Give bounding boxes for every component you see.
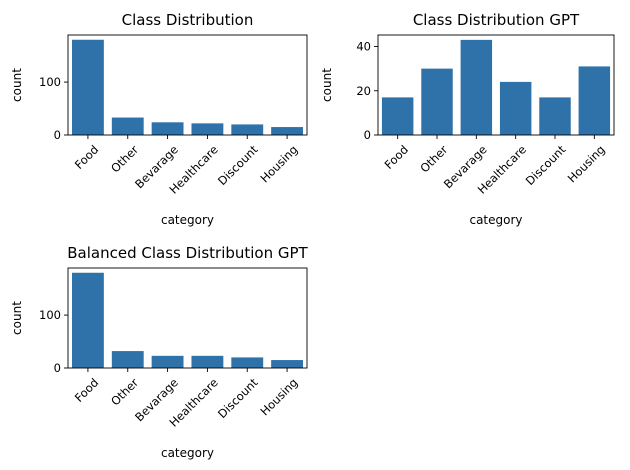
x-tick-label: Food xyxy=(72,142,101,171)
bar-housing xyxy=(578,66,611,135)
x-tick-label: Other xyxy=(108,375,141,408)
x-axis-label: category xyxy=(161,446,214,460)
y-tick-label: 20 xyxy=(356,84,371,98)
y-tick-label: 100 xyxy=(39,308,61,322)
y-tick-label: 40 xyxy=(356,40,371,54)
bar-other xyxy=(111,351,144,368)
bar-discount xyxy=(539,97,571,135)
chart-title: Class Distribution GPT xyxy=(413,11,580,29)
chart-title: Balanced Class Distribution GPT xyxy=(67,244,308,262)
y-tick-label: 0 xyxy=(364,128,371,142)
bar-housing xyxy=(271,127,304,135)
x-tick-label: Food xyxy=(382,142,411,171)
y-tick-label: 100 xyxy=(39,75,61,89)
bar-food xyxy=(381,97,414,135)
x-axis-label: category xyxy=(469,213,522,227)
bar-healthcare xyxy=(191,123,224,135)
bar-food xyxy=(71,39,104,136)
bar-other xyxy=(111,117,144,135)
bar-discount xyxy=(231,124,264,135)
plot-frame xyxy=(377,34,615,136)
x-axis-label: category xyxy=(161,213,214,227)
y-axis-label: count xyxy=(10,301,24,335)
x-tick-label: Discount xyxy=(215,142,261,188)
x-tick-label: Other xyxy=(108,142,141,175)
x-tick-label: Discount xyxy=(215,375,261,421)
x-tick-label: Other xyxy=(417,142,450,175)
x-tick-label: Discount xyxy=(523,142,569,188)
y-tick-label: 0 xyxy=(54,361,61,375)
x-tick-label: Housing xyxy=(257,375,300,418)
x-tick-label: Housing xyxy=(565,142,608,185)
chart-title: Class Distribution xyxy=(122,11,254,29)
bar-discount xyxy=(231,357,264,368)
plot-frame xyxy=(67,34,308,136)
bar-healthcare xyxy=(191,355,224,368)
bar-housing xyxy=(271,360,304,368)
x-tick-label: Food xyxy=(72,375,101,404)
bar-healthcare xyxy=(499,81,532,135)
plot-frame xyxy=(67,267,308,369)
y-axis-label: count xyxy=(320,68,334,102)
bar-bevarage xyxy=(151,355,184,368)
bar-bevarage xyxy=(460,39,493,136)
bar-food xyxy=(71,272,104,368)
y-tick-label: 0 xyxy=(54,128,61,142)
y-axis-label: count xyxy=(10,68,24,102)
bar-other xyxy=(421,68,453,135)
x-tick-label: Housing xyxy=(257,142,300,185)
bar-bevarage xyxy=(151,122,184,135)
